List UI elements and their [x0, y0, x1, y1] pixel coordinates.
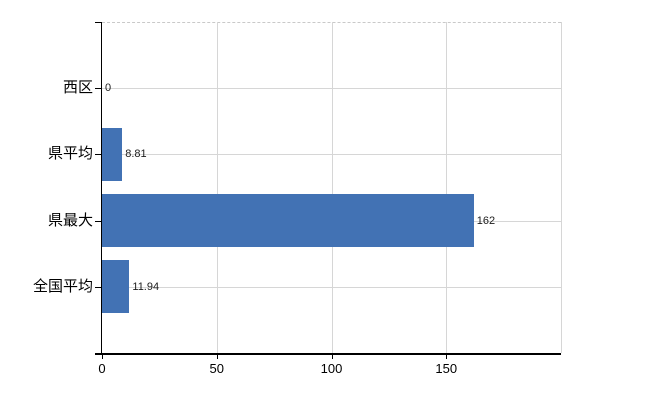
vertical-gridline — [331, 22, 333, 353]
x-axis-line — [95, 353, 561, 355]
vertical-gridline — [446, 22, 448, 353]
y-axis-line — [100, 22, 102, 355]
value-label: 162 — [476, 214, 496, 227]
category-label: 県最大 — [47, 211, 93, 229]
x-tick — [216, 353, 218, 359]
value-label: 0 — [105, 82, 112, 95]
horizontal-gridline — [102, 286, 561, 288]
bar — [102, 194, 474, 248]
bar — [102, 260, 130, 314]
y-tick — [95, 220, 101, 222]
x-tick — [331, 353, 333, 359]
y-tick — [95, 154, 101, 156]
category-label: 全国平均 — [32, 277, 93, 295]
bar — [102, 127, 123, 181]
category-label: 県平均 — [47, 145, 93, 163]
y-tick — [95, 88, 101, 90]
vertical-gridline — [561, 22, 562, 353]
value-label: 11.94 — [132, 280, 160, 293]
y-tick — [95, 286, 101, 288]
x-tick-label: 100 — [320, 361, 343, 376]
x-tick — [446, 353, 448, 359]
value-label: 8.81 — [125, 148, 147, 161]
x-tick — [102, 353, 103, 359]
category-label: 西区 — [62, 79, 93, 97]
horizontal-gridline — [102, 88, 561, 90]
x-tick-label: 0 — [98, 361, 106, 376]
y-axis-top-tick — [95, 22, 101, 23]
x-tick-label: 50 — [209, 361, 224, 376]
horizontal-gridline — [102, 154, 561, 156]
vertical-gridline — [216, 22, 218, 353]
x-tick-label: 150 — [435, 361, 458, 376]
